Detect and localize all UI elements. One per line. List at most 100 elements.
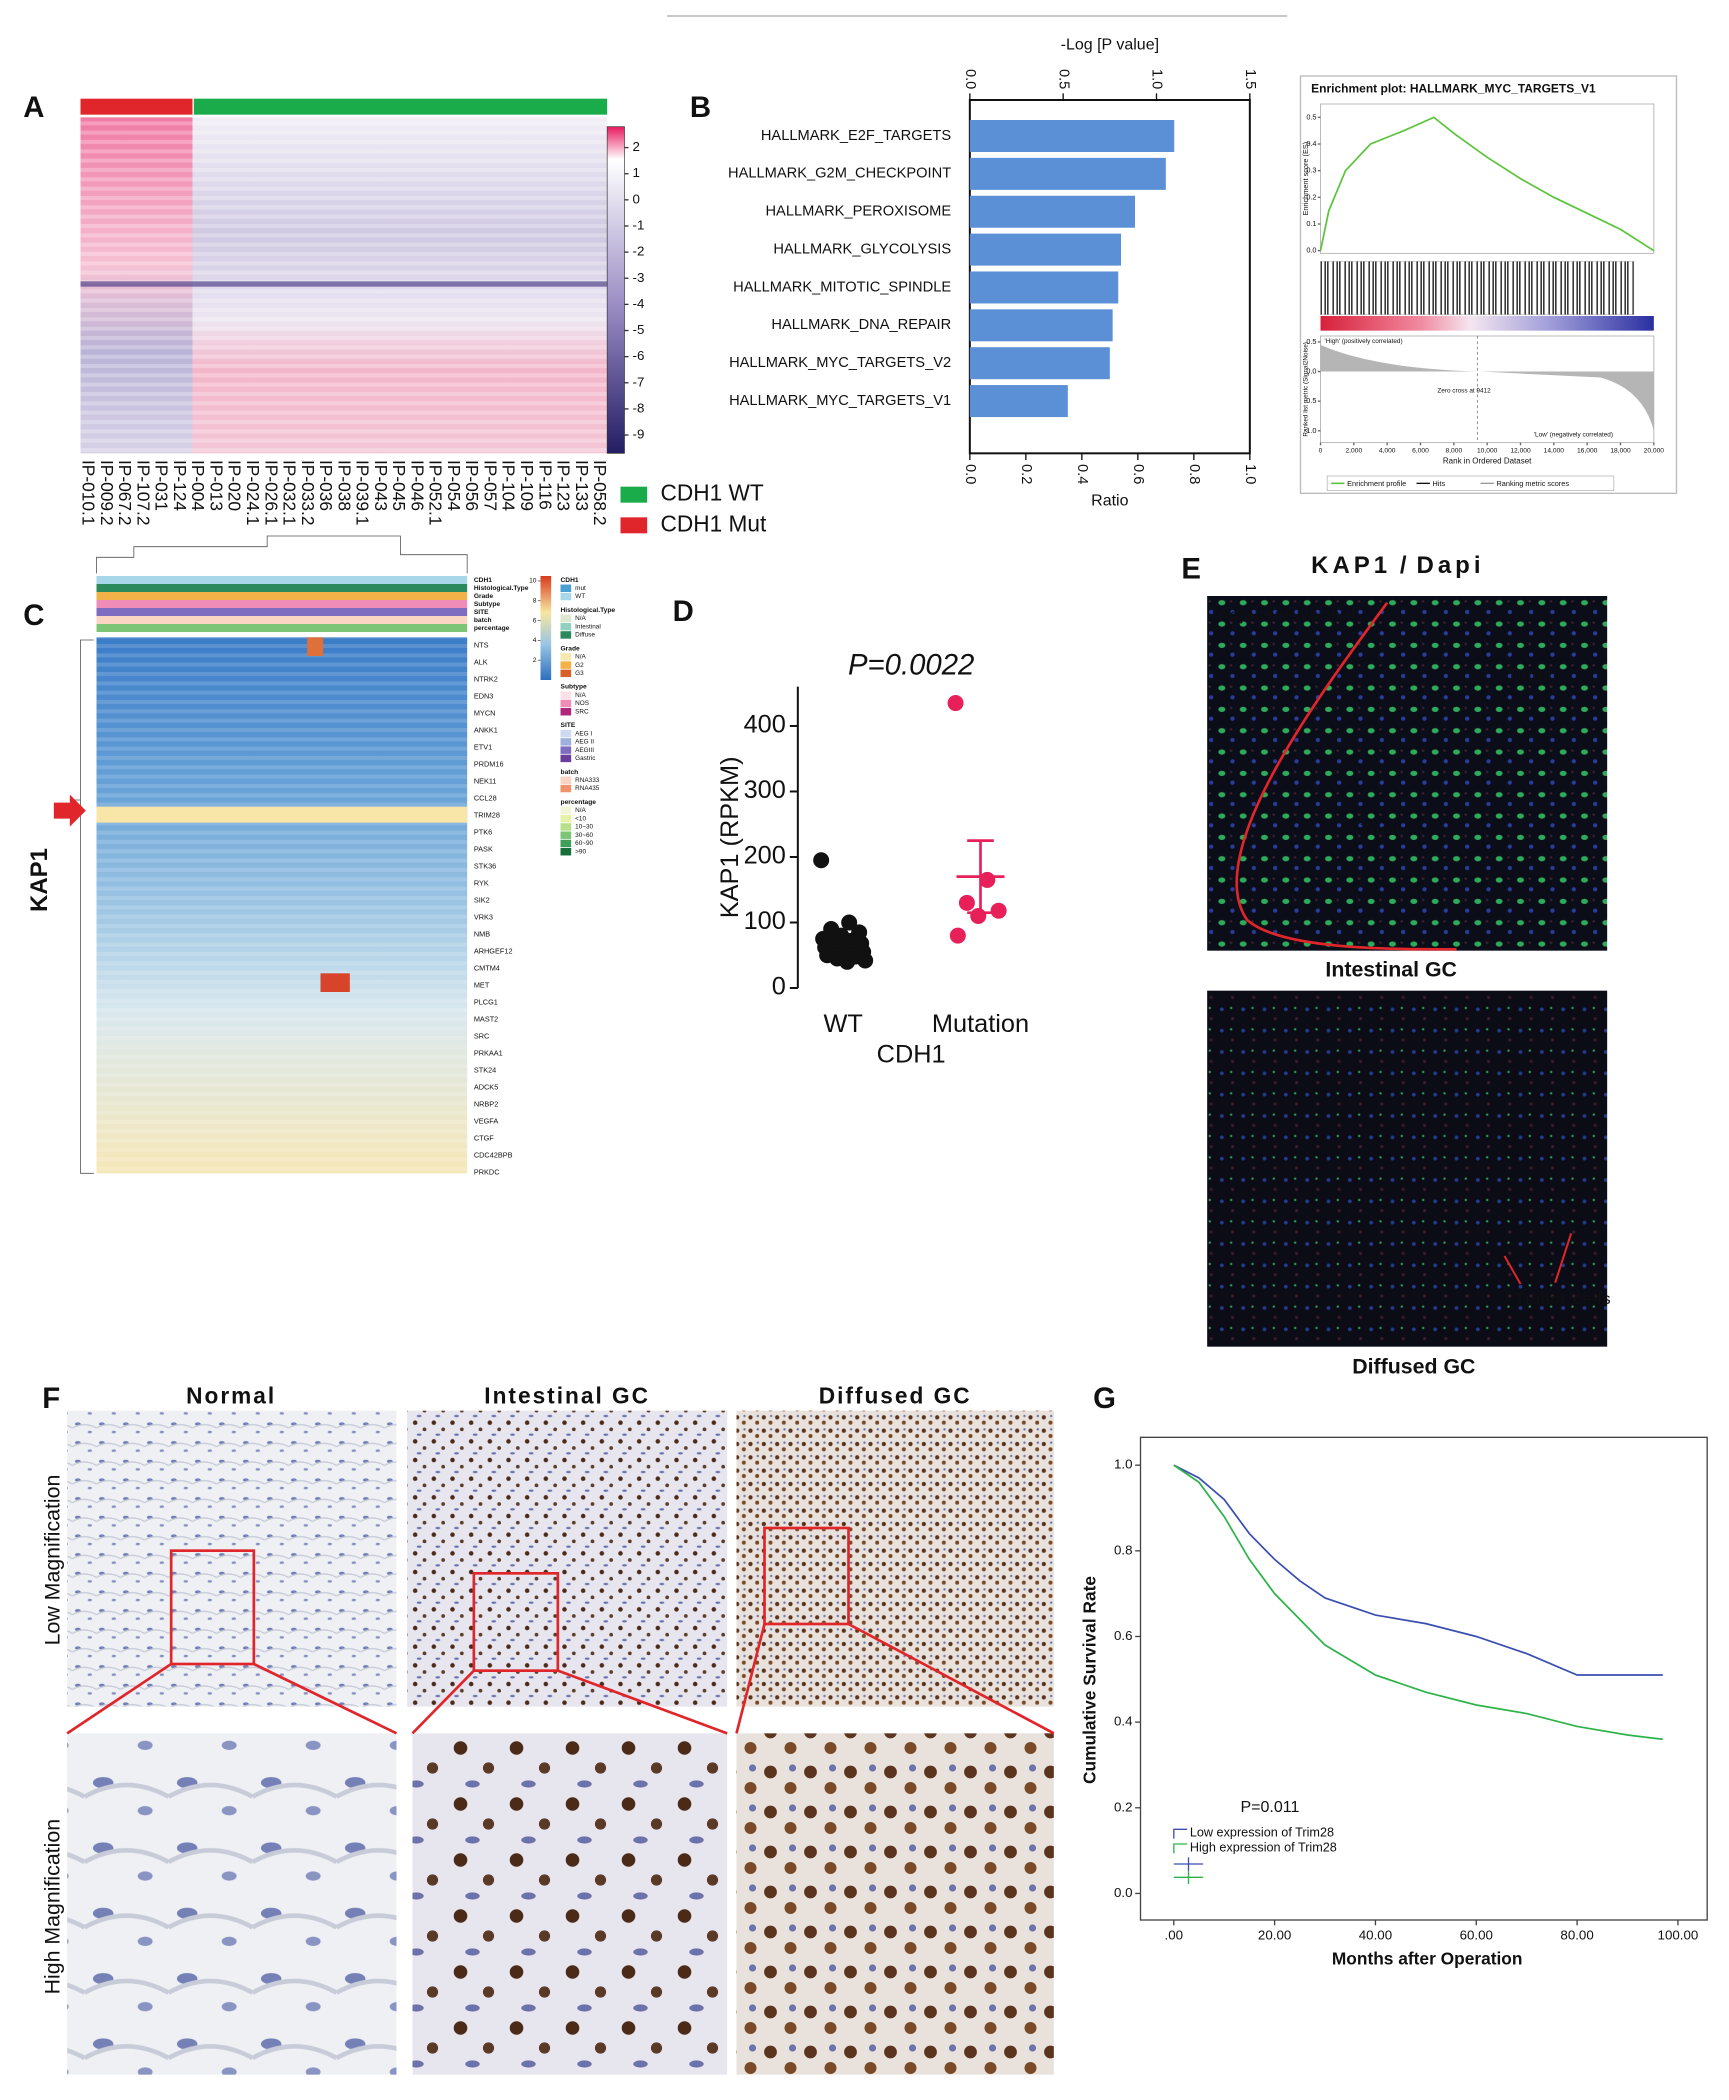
legend-label: RNA333 [575,777,600,784]
sample-label: IP-109 [517,460,537,511]
scale-tick-label: -2 [633,244,645,259]
scale-tick-label: 4 [533,637,537,644]
legend-label: CDH1 WT [661,480,764,506]
plot-frame [1139,1436,1708,1921]
gene-label: MET [474,980,490,989]
gene-label: ADCK5 [474,1082,498,1091]
legend-title: Histological.Type [561,607,616,614]
bar [969,309,1113,342]
sample-label: IP-057 [480,460,500,511]
x-tick-label: 1.0 [1242,464,1258,484]
annotation: Zero cross at 9412 [1437,387,1491,394]
x-tick-label: 60.00 [1460,1928,1493,1943]
legend-label: N/A [575,807,586,814]
micrograph [736,1733,1054,2075]
dendrogram [69,639,94,1174]
x-tick-label: 12,000 [1510,447,1531,454]
sample-label: IP-013 [206,460,226,511]
legend-label: G3 [575,670,584,677]
gene-label: SIK2 [474,895,490,904]
x-axis-title: Ratio [1091,493,1128,510]
x-tick-label: 10,000 [1477,447,1498,454]
scale-tick-label: 2 [633,139,640,154]
sample-label: IP-052.1 [426,460,446,526]
legend-swatch [560,691,572,699]
category-label: HALLMARK_PEROXISOME [765,204,951,220]
annotation-bar [96,576,468,584]
sample-label: IP-032.1 [280,460,300,526]
legend-label: Gastric [575,755,596,762]
survival-line [1173,1464,1663,1741]
legend-label: Hits [1433,479,1446,488]
x2-tick-label: 1.5 [1242,69,1258,89]
gene-label: ALK [474,657,488,666]
sample-label: IP-031 [152,460,172,511]
data-point [839,953,856,970]
legend-label: 30~60 [575,832,593,839]
legend-label: AEGIII [575,747,594,754]
x-tick-label: 14,000 [1544,447,1565,454]
legend-symbol [1173,1857,1204,1871]
annotation: 'High' (positively correlated) [1325,338,1403,345]
legend-swatch [560,592,572,601]
legend-label: Diffuse [575,632,595,639]
x2-tick-label: 0.5 [1055,69,1071,89]
bar [969,271,1119,304]
pointer [1554,1233,1573,1283]
y-tick-label: 0.8 [1114,1542,1133,1557]
error-bar [829,935,857,952]
annotation-label: SITE [474,609,489,616]
stain-label: Dapi [1417,552,1485,579]
heatmap-c-hot [307,637,324,656]
data-point [947,695,964,712]
annotation: P=0.011 [1241,1799,1300,1816]
scale-tick-label: 10 [529,578,537,585]
stain-label: KAP1 [1311,552,1391,579]
y-axis-title: Cumulative Survival Rate [1080,1576,1100,1784]
legend-symbol [1173,1843,1188,1854]
data-point [813,852,830,869]
data-point [970,907,987,924]
scale-tick-label: 1 [633,165,640,180]
legend-swatch [560,746,572,754]
side-label: KAP1 [26,848,53,912]
gene-label: NTRK2 [474,674,498,683]
color-scale-a [606,126,625,454]
x-tick-label: 16,000 [1577,447,1598,454]
sample-label: IP-056 [462,460,482,511]
sample-label: IP-124 [170,460,190,511]
x-tick-label: 6,000 [1412,447,1429,454]
y-axis-title: Enrichment score (ES) [1301,142,1310,216]
heatmap-c-texture [96,637,468,1174]
gene-label: NEK11 [474,776,497,785]
gene-label: VRK3 [474,912,493,921]
sample-label: IP-039.1 [353,460,373,526]
y-tick-label: 100 [744,907,786,935]
legend-symbol [1173,1828,1188,1839]
micrograph [1207,596,1608,951]
legend-label: NOS [575,700,589,707]
x-tick-label: 0.6 [1130,464,1146,484]
x-tick-label: 0 [1319,447,1323,454]
annotation-label: CDH1 [474,577,492,584]
sample-label: IP-010.1 [79,460,99,526]
y-tick-label: 0.6 [1114,1628,1133,1643]
x-tick-label: 0.8 [1186,464,1202,484]
gsea-title: Enrichment plot: HALLMARK_MYC_TARGETS_V1 [1311,82,1596,96]
category-label: HALLMARK_MYC_TARGETS_V2 [729,355,951,371]
gene-label: VEGFA [474,1116,499,1125]
y2-tick-label: 0.0 [1306,366,1316,375]
gene-label: TRIM28 [474,810,500,819]
gene-label: MAST2 [474,1014,498,1023]
sample-label: IP-024.1 [243,460,263,526]
sample-label: IP-116 [535,460,555,510]
heatmap-c-hot [320,973,350,992]
x-tick-label: 18,000 [1610,447,1631,454]
sample-label: IP-107.2 [133,460,153,526]
rank-bar [1320,316,1654,331]
gene-label: NTS [474,640,489,649]
x-tick-label: 0.2 [1018,464,1034,484]
legend-swatch [560,806,572,815]
hits [1320,261,1635,315]
